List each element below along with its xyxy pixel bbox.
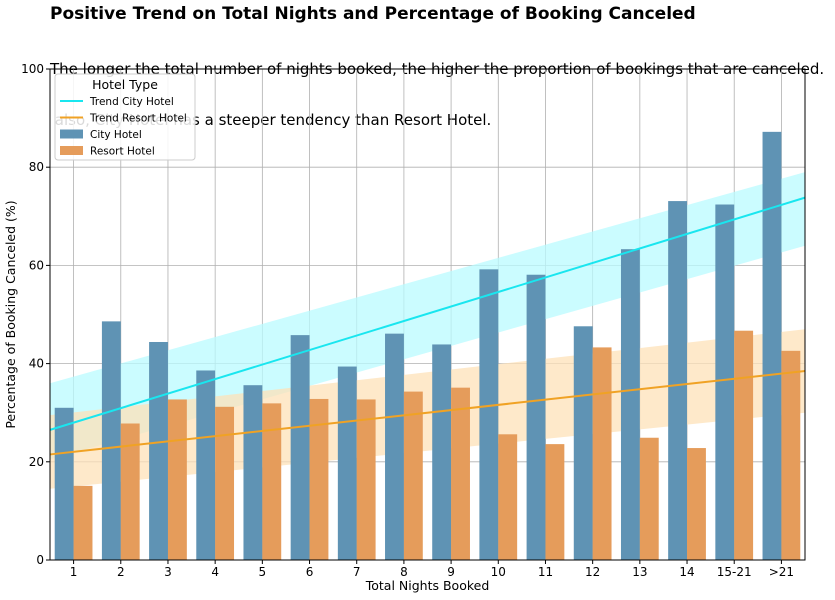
bars: [54, 131, 801, 561]
legend-trend-city-label: Trend City Hotel: [89, 96, 174, 108]
bar-city-hotel: [668, 201, 688, 561]
bar-city-hotel: [243, 385, 263, 560]
confidence-bands: [50, 172, 805, 489]
bar-resort-hotel: [639, 437, 659, 560]
legend-title: Hotel Type: [92, 77, 158, 92]
x-tick-label: 4: [211, 565, 219, 579]
x-tick-label: 1: [70, 565, 78, 579]
bar-resort-hotel: [592, 347, 612, 560]
y-tick-label: 80: [29, 160, 44, 174]
bar-resort-hotel: [309, 398, 329, 560]
trend-lines: [49, 196, 806, 456]
bar-city-hotel: [715, 204, 735, 561]
bar-city-hotel: [337, 366, 357, 560]
bar-city-hotel: [762, 131, 782, 560]
x-tick-label: 13: [632, 565, 647, 579]
trend-line-city: [49, 196, 806, 431]
x-tick-label: 14: [679, 565, 694, 579]
x-tick-label: 7: [353, 565, 361, 579]
bar-city-hotel: [620, 249, 640, 560]
legend-box: [54, 73, 196, 161]
bar-resort-hotel: [498, 434, 518, 560]
bar-resort-hotel: [120, 423, 140, 560]
bar-resort-hotel: [356, 399, 376, 560]
y-tick-label: 60: [29, 258, 44, 272]
bar-resort-hotel: [687, 448, 706, 560]
y-tick-label: 100: [21, 62, 44, 76]
bar-resort-hotel: [262, 403, 282, 560]
x-tick-label: 10: [491, 565, 506, 579]
legend-trend-resort-label: Trend Resort Hotel: [89, 113, 187, 125]
bar-city-hotel: [149, 341, 168, 560]
bar-resort-hotel: [215, 406, 235, 560]
x-axis-label: Total Nights Booked: [365, 578, 490, 593]
legend: Hotel Type Trend City Hotel Trend Resort …: [54, 73, 196, 161]
y-axis-label: Percentage of Booking Canceled (%): [3, 200, 18, 428]
x-tick-label: 11: [538, 565, 553, 579]
bar-city-hotel: [54, 407, 74, 560]
bar-resort-hotel: [545, 444, 565, 560]
bar-city-hotel: [385, 333, 404, 560]
chart-title: Positive Trend on Total Nights and Perce…: [50, 4, 696, 24]
bar-city-hotel: [432, 344, 452, 560]
y-tick-label: 40: [29, 357, 44, 371]
legend-resort-hotel-swatch: [60, 146, 83, 155]
x-tick-label: 5: [259, 565, 267, 579]
x-tick-label: 3: [164, 565, 172, 579]
x-tick-label: 2: [117, 565, 125, 579]
confidence-band-resort: [50, 329, 805, 489]
bar-city-hotel: [573, 326, 593, 560]
bar-city-hotel: [479, 269, 499, 560]
bar-resort-hotel: [734, 330, 754, 560]
bar-resort-hotel: [73, 485, 93, 560]
confidence-band-city: [50, 172, 805, 460]
legend-items: Trend City Hotel Trend Resort Hotel City H…: [60, 96, 187, 158]
x-tick-label: 9: [447, 565, 455, 579]
legend-resort-hotel-label: Resort Hotel: [90, 146, 155, 158]
legend-city-hotel-label: City Hotel: [90, 129, 142, 141]
bar-resort-hotel: [167, 399, 187, 560]
trend-line-resort: [49, 369, 806, 456]
y-tick-label: 0: [36, 553, 44, 567]
x-tick-label: >21: [769, 565, 794, 579]
x-tick-label: 15-21: [717, 565, 752, 579]
bar-city-hotel: [526, 274, 546, 560]
bar-city-hotel: [290, 335, 310, 560]
legend-city-hotel-swatch: [60, 129, 83, 139]
plot-frame: [49, 68, 806, 561]
bar-city-hotel: [196, 370, 216, 560]
x-tick-label: 12: [585, 565, 600, 579]
bar-city-hotel: [101, 321, 121, 560]
bar-resort-hotel: [403, 391, 423, 560]
x-tick-label: 8: [400, 565, 408, 579]
bar-resort-hotel: [451, 387, 470, 560]
x-tick-label: 6: [306, 565, 314, 579]
y-tick-label: 20: [29, 455, 44, 469]
bar-resort-hotel: [781, 350, 801, 560]
